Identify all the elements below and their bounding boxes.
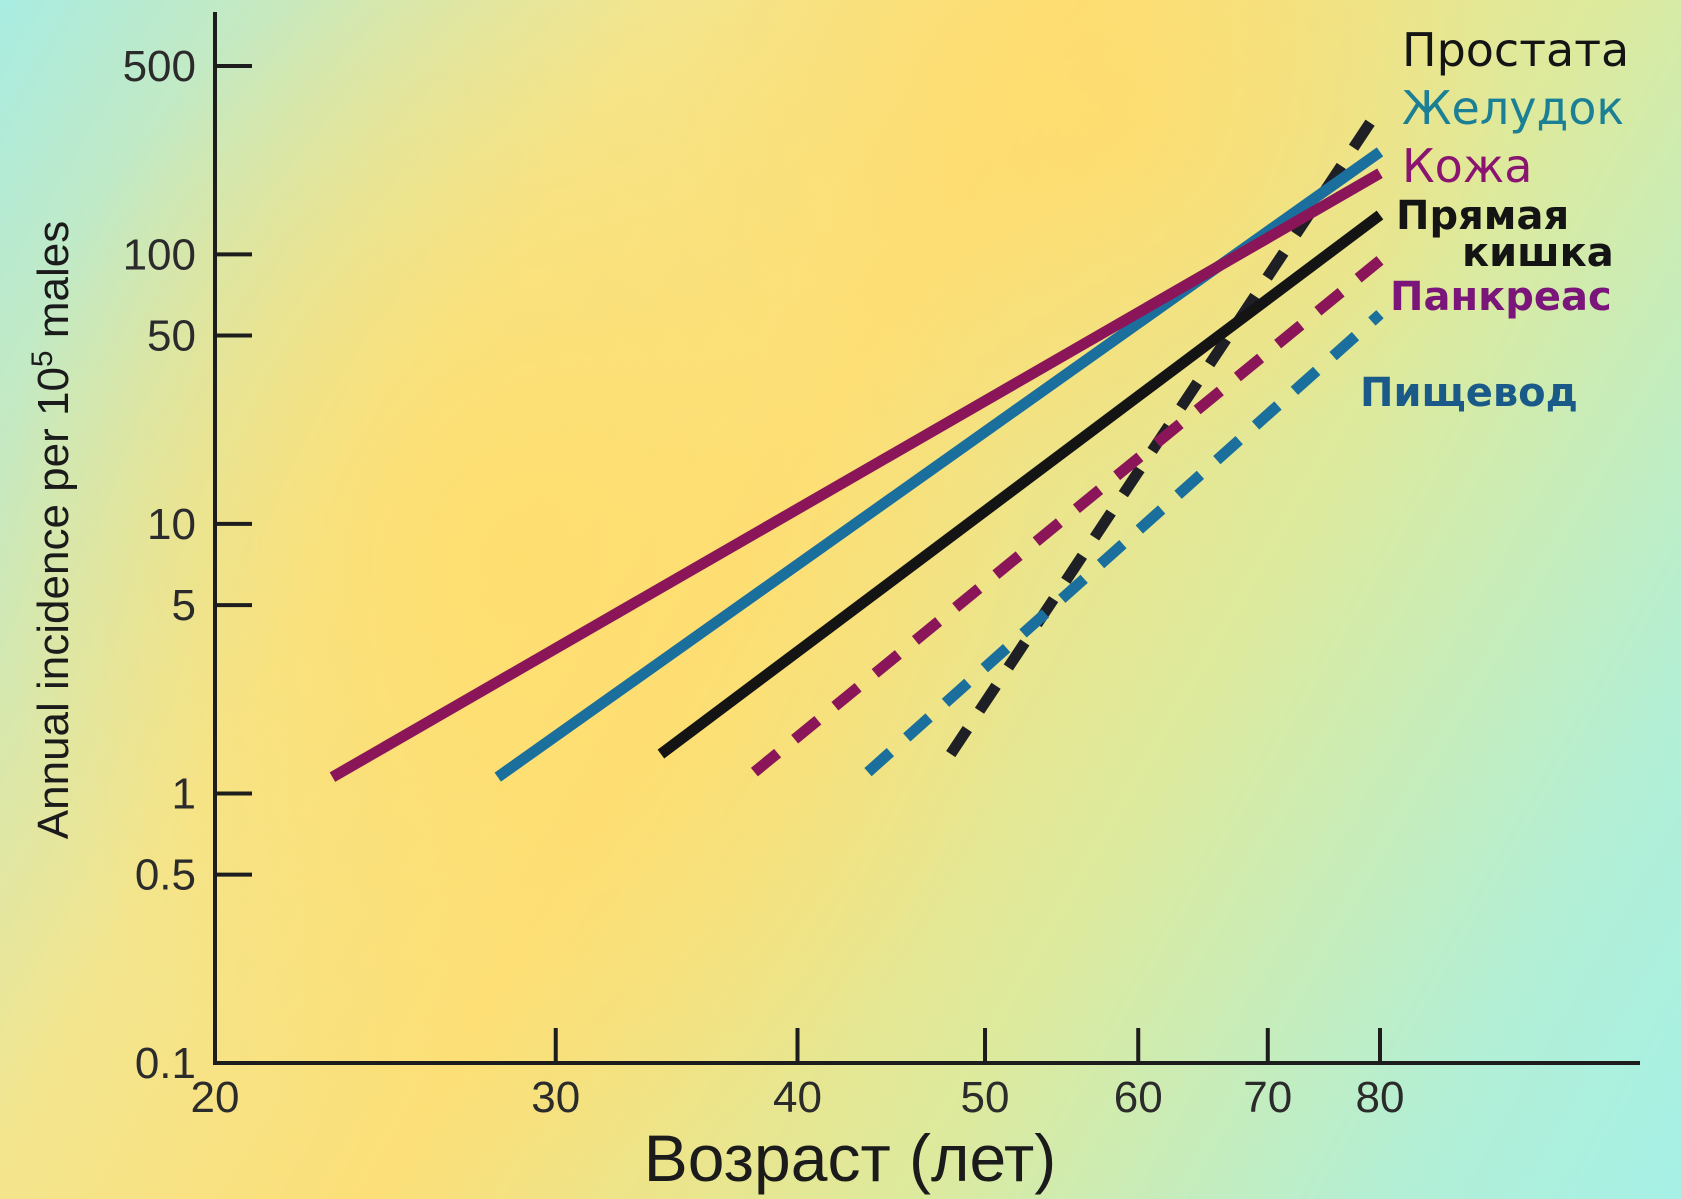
series-legend: Простата Желудок Кожа Прямая кишка Панкр… xyxy=(1360,23,1629,416)
legend-label-pancreas: Панкреас xyxy=(1390,274,1612,320)
x-axis-title: Возраст (лет) xyxy=(644,1121,1056,1195)
x-tick-label-30: 30 xyxy=(531,1073,580,1122)
y-tick-label-100: 100 xyxy=(123,230,196,279)
series-line-skin xyxy=(329,168,1383,782)
x-tick-label-20: 20 xyxy=(191,1073,240,1122)
series-lines xyxy=(329,104,1385,782)
y-tick-label-5: 5 xyxy=(172,581,196,630)
y-axis-title-main: Annual incidence per 10 xyxy=(29,367,78,839)
y-tick-label-0-5: 0.5 xyxy=(135,851,196,900)
y-tick-label-50: 50 xyxy=(147,312,196,361)
y-tick-label-500: 500 xyxy=(123,42,196,91)
legend-label-skin: Кожа xyxy=(1402,139,1532,193)
y-axis-title-sup: 5 xyxy=(26,350,59,367)
legend-label-rectum-line1: Прямая xyxy=(1396,193,1569,239)
y-axis-title-tail: males xyxy=(29,221,78,351)
series-line-rectum xyxy=(657,210,1384,759)
legend-label-prostate: Простата xyxy=(1402,23,1629,77)
y-tick-label-10: 10 xyxy=(147,500,196,549)
legend-label-esophagus: Пищевод xyxy=(1360,370,1578,416)
y-tick-label-1: 1 xyxy=(172,769,196,818)
series-line-pancreas xyxy=(750,256,1384,777)
x-tick-label-40: 40 xyxy=(773,1073,822,1122)
chart-axes xyxy=(213,12,1640,1065)
x-tick-label-70: 70 xyxy=(1243,1073,1292,1122)
series-line-esophagus xyxy=(864,310,1384,777)
x-axis-ticks: 20 30 40 50 60 70 80 xyxy=(191,1028,1405,1122)
y-axis-ticks: 500 100 50 10 5 1 0.5 0.1 xyxy=(123,42,252,1088)
x-tick-label-80: 80 xyxy=(1356,1073,1405,1122)
legend-label-stomach: Желудок xyxy=(1402,81,1624,135)
x-tick-label-50: 50 xyxy=(961,1073,1010,1122)
x-tick-label-60: 60 xyxy=(1114,1073,1163,1122)
y-tick-label-0-1: 0.1 xyxy=(135,1039,196,1088)
legend-label-rectum-line2: кишка xyxy=(1462,230,1614,276)
y-axis-title: Annual incidence per 105 males xyxy=(26,221,78,839)
